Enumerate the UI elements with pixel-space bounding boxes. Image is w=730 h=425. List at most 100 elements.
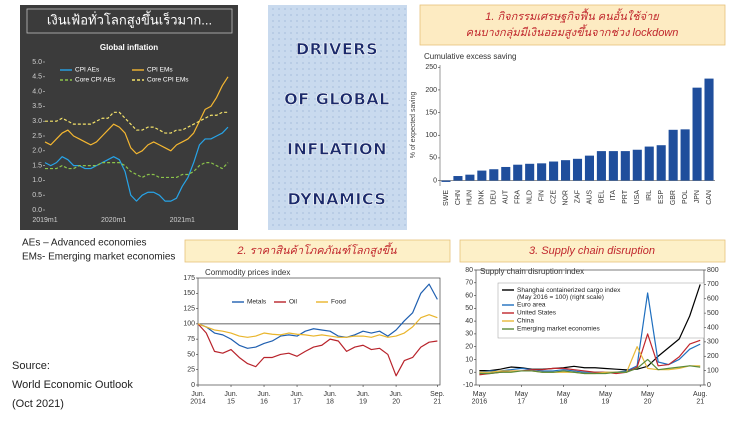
chart-title: Cumulative excess saving [424,52,516,61]
y-tick-label: 70 [465,280,473,287]
y-tick-label: 25 [187,367,195,374]
legend-label: Emerging market economies [517,326,600,333]
legend-label: Euro area [517,302,546,309]
legend-label: Oil [289,299,298,306]
legend-label: United States [517,310,557,317]
x-tick-label: Aug. 21 [693,391,707,406]
y-tick-label: -10 [463,382,473,389]
x-tick-label: Jun. 17 [290,391,303,406]
x-tick-label: POL [682,190,689,204]
panel-header: 3. Supply chain disruption [529,245,655,257]
y-tick-label: 2.0 [32,148,42,155]
x-tick-label: CHN [455,190,462,205]
y-tick-label: 250 [425,64,437,71]
panel-header: 1. กิจกรรมเศรษฐกิจฟื้น คนอั้นใช้จ่าย [485,8,660,23]
x-tick-label: May 19 [599,391,613,406]
x-tick-label: CZE [550,190,557,204]
series-line [44,76,229,155]
y-tick-label: 4.0 [32,88,42,95]
x-tick-label: May 20 [641,391,655,406]
x-tick-label: DNK [479,190,486,205]
x-tick-label: HUN [467,190,474,205]
series-line [45,111,228,134]
source: World Economic Outlook [12,379,133,391]
y2-tick-label: 0 [707,382,711,389]
bar [453,176,463,181]
legend-label: Shanghai containerized cargo index (May 2… [517,287,621,301]
y-tick-label: 50 [187,351,195,358]
y2-tick-label: 300 [707,339,719,346]
panel-header: เงินเฟ้อทั่วโลกสูงขึ้นเร็วมาก... [47,10,212,28]
x-tick-label: ITA [610,190,617,201]
header-box [184,239,451,263]
series-line [479,292,701,373]
x-tick-label: NOR [562,190,569,206]
bar [501,166,511,181]
x-tick-label: May 18 [557,391,571,406]
header-box [459,239,726,263]
legend-label: Metals [247,299,267,306]
series-line [197,314,438,338]
x-tick-label: 2019m1 [32,217,57,224]
bar [489,169,499,181]
y-tick-label: 100 [425,132,437,139]
x-tick-label: USA [634,190,641,205]
bar [525,163,535,181]
y-tick-label: 125 [183,305,195,312]
x-tick-label: AUT [503,189,510,204]
y-tick-label: 175 [183,275,195,282]
x-tick-label: FRA [515,190,522,204]
y-tick-label: 2.5 [32,133,42,140]
y-tick-label: 50 [465,305,473,312]
x-tick-label: Jun. 15 [224,391,237,406]
bar [656,145,666,181]
x-tick-label: Jun. 16 [257,391,270,406]
y-tick-label: 0.0 [32,207,42,214]
y-tick-label: 40 [465,318,473,325]
series-line [479,284,701,372]
chart-title: Commodity prices index [205,268,290,277]
bar [441,180,451,182]
legend-label: CPI AEs [75,67,100,74]
y2-tick-label: 800 [707,267,719,274]
bar [513,164,523,181]
banner-panel [268,5,407,230]
y-tick-label: 1.0 [32,177,42,184]
y-tick-label: 0 [433,177,437,184]
bar [644,146,654,181]
x-tick-label: AUS [586,190,593,205]
series-line [479,358,701,375]
chart-title: Global inflation [100,43,158,52]
y-tick-label: 100 [183,321,195,328]
header-box [26,8,233,34]
bar [537,163,547,181]
x-tick-label: ESP [658,190,665,204]
bar [572,158,583,181]
bar [704,78,714,181]
bar [620,151,630,181]
y2-tick-label: 200 [707,353,719,360]
x-tick-label: BEL [598,190,605,203]
y-tick-label: 10 [465,356,473,363]
x-tick-label: NLD [527,190,534,204]
x-tick-label: DEU [491,190,498,205]
y-tick-label: 0 [191,382,195,389]
x-tick-label: FIN [538,190,545,201]
source: (Oct 2021) [12,398,64,410]
bar [561,160,571,181]
legend-box [497,282,705,339]
series-line [45,162,229,179]
y2-tick-label: 600 [707,296,719,303]
bar [477,170,487,181]
y-tick-label: 80 [465,267,473,274]
y-tick-label: 60 [465,292,473,299]
y-tick-label: 4.5 [32,74,42,81]
y-tick-label: 3.5 [32,103,42,110]
panel-header: 2. ราคาสินค้าโภคภัณฑ์โลกสูงขึ้น [236,242,397,257]
y-tick-label: 20 [465,344,473,351]
y2-tick-label: 100 [707,367,719,374]
banner-line: DYNAMICS [288,190,387,209]
x-tick-label: IRL [646,190,653,201]
legend-label: Food [331,299,346,306]
banner-line: INFLATION [287,140,387,159]
